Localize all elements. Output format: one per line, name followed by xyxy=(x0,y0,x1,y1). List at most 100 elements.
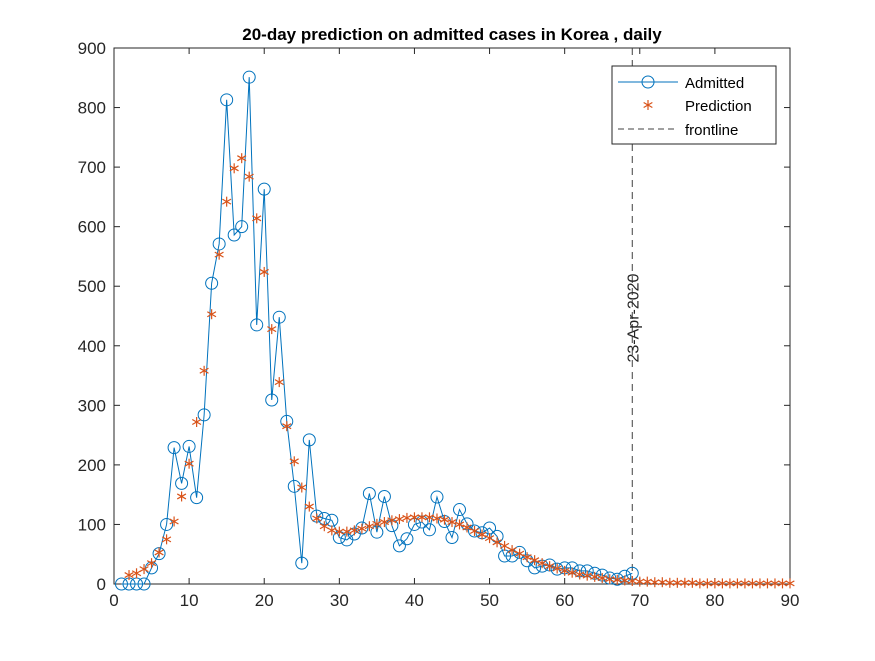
prediction-point xyxy=(590,571,600,582)
y-tick-label: 200 xyxy=(78,456,106,475)
chart-title: 20-day prediction on admitted cases in K… xyxy=(242,25,662,44)
x-tick-label: 80 xyxy=(705,591,724,610)
y-tick-label: 900 xyxy=(78,39,106,58)
prediction-point xyxy=(499,540,510,551)
prediction-point xyxy=(507,545,517,556)
admitted-point xyxy=(265,393,279,407)
prediction-point xyxy=(244,171,254,182)
prediction-point xyxy=(424,512,435,523)
prediction-point xyxy=(537,558,547,569)
prediction-point xyxy=(732,578,743,589)
admitted-point xyxy=(400,532,414,546)
admitted-point xyxy=(392,539,406,553)
prediction-point xyxy=(447,517,457,528)
prediction-point xyxy=(387,515,397,526)
prediction-point xyxy=(439,514,450,525)
prediction-point xyxy=(672,577,682,588)
prediction-point xyxy=(514,548,525,559)
admitted-point xyxy=(430,490,444,504)
x-tick-label: 10 xyxy=(180,591,199,610)
prediction-point xyxy=(687,577,698,588)
y-tick-label: 100 xyxy=(78,515,106,534)
prediction-point xyxy=(409,512,420,523)
admitted-point xyxy=(362,486,376,500)
prediction-point xyxy=(552,563,562,574)
admitted-point xyxy=(355,521,369,535)
prediction-point xyxy=(229,163,239,174)
admitted-point xyxy=(257,182,271,196)
x-tick-label: 40 xyxy=(405,591,424,610)
prediction-point xyxy=(206,309,217,320)
prediction-point xyxy=(492,537,502,548)
y-tick-label: 600 xyxy=(78,218,106,237)
prediction-point xyxy=(777,578,788,589)
prediction-point xyxy=(665,577,675,588)
admitted-point xyxy=(182,439,196,453)
x-tick-label: 50 xyxy=(480,591,499,610)
prediction-point xyxy=(372,518,382,529)
prediction-point xyxy=(747,578,758,589)
prediction-point xyxy=(139,564,149,575)
prediction-point xyxy=(477,529,487,540)
admitted-point xyxy=(295,556,309,570)
admitted-point xyxy=(302,433,316,447)
prediction-point xyxy=(214,249,224,260)
legend-admitted-label: Admitted xyxy=(685,75,744,92)
prediction-point xyxy=(755,578,765,589)
prediction-point xyxy=(740,578,750,589)
legend-prediction-star xyxy=(643,100,653,110)
admitted-point xyxy=(377,489,391,503)
admitted-point xyxy=(160,517,174,531)
prediction-point xyxy=(282,421,292,432)
prediction-point xyxy=(222,196,232,207)
prediction-point xyxy=(657,577,667,588)
prediction-point xyxy=(319,521,329,532)
prediction-point xyxy=(417,512,427,523)
prediction-point xyxy=(274,377,284,388)
prediction-point xyxy=(327,525,337,536)
admitted-point xyxy=(272,310,286,324)
y-tick-label: 500 xyxy=(78,277,106,296)
admitted-point xyxy=(422,523,436,537)
prediction-point xyxy=(642,576,652,587)
prediction-point xyxy=(364,521,375,532)
prediction-point xyxy=(575,569,585,580)
prediction-point xyxy=(725,578,735,589)
prediction-point xyxy=(357,523,367,534)
prediction-point xyxy=(582,570,592,581)
prediction-point xyxy=(650,577,660,588)
legend-box xyxy=(611,65,777,145)
admitted-point xyxy=(242,70,256,84)
x-tick-label: 30 xyxy=(330,591,349,610)
x-tick-label: 0 xyxy=(109,591,118,610)
prediction-point xyxy=(454,519,465,530)
admitted-point xyxy=(205,276,219,290)
prediction-point xyxy=(252,213,262,224)
x-tick-label: 90 xyxy=(781,591,800,610)
admitted-point xyxy=(190,491,204,505)
prediction-point xyxy=(154,547,164,558)
prediction-point xyxy=(199,365,209,376)
prediction-point xyxy=(484,533,495,544)
prediction-point xyxy=(620,575,630,586)
admitted-point xyxy=(235,220,249,234)
admitted-point xyxy=(220,93,234,107)
prediction-point xyxy=(597,573,607,584)
prediction-point xyxy=(349,525,360,536)
prediction-point xyxy=(237,153,247,164)
prediction-point xyxy=(522,552,532,563)
x-tick-label: 20 xyxy=(255,591,274,610)
prediction-point xyxy=(605,574,615,585)
admitted-point xyxy=(468,524,482,538)
admitted-point xyxy=(197,408,211,422)
admitted-point xyxy=(453,503,467,517)
frontline-date-label: 23-Apr-2020 xyxy=(625,273,642,362)
legend-admitted-circle-icon xyxy=(641,75,655,89)
prediction-point xyxy=(702,578,713,589)
prediction-point xyxy=(394,514,405,525)
admitted-point xyxy=(445,531,459,545)
admitted-point xyxy=(175,476,189,490)
prediction-point xyxy=(169,516,179,527)
admitted-point xyxy=(115,577,129,591)
